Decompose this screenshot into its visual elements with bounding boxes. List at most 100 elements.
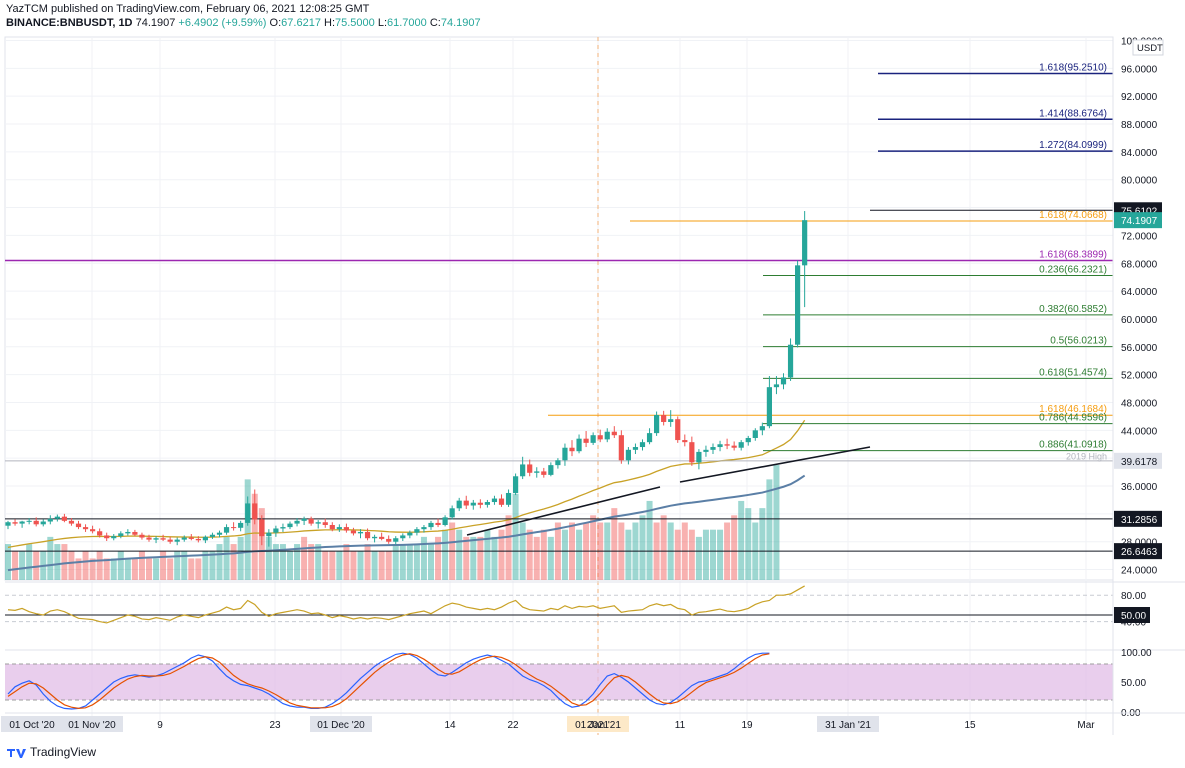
volume-bar	[294, 544, 301, 580]
volume-bar	[371, 551, 378, 580]
volume-bar	[378, 551, 385, 580]
price-badge-label: 26.6463	[1121, 547, 1158, 558]
volume-bar	[702, 529, 709, 580]
candle-body	[597, 435, 603, 440]
volume-bar	[731, 515, 738, 580]
candle-body	[625, 449, 631, 461]
volume-bar	[103, 558, 110, 580]
candle-body	[541, 471, 547, 475]
fib-level-label: 0.618(51.4574)	[1039, 367, 1107, 378]
volume-bar	[674, 529, 681, 580]
candle-body	[266, 532, 272, 537]
candle-body	[555, 460, 561, 466]
rsi-badge	[1114, 607, 1150, 623]
candle-body	[484, 502, 490, 505]
candle-body	[534, 471, 540, 473]
volume-bar	[117, 551, 124, 580]
candle-body	[33, 520, 39, 525]
candle-body	[407, 532, 413, 536]
volume-bar	[639, 515, 646, 580]
candle-body	[646, 433, 653, 443]
volume-bar	[540, 529, 547, 580]
low-label: L:	[377, 17, 388, 29]
time-label-box	[61, 716, 123, 732]
fib-level-label: 0.5(56.0213)	[1050, 336, 1107, 347]
ohlc-header: BINANCE:BNBUSDT, 1D 74.1907 +6.4902 (+9.…	[6, 17, 481, 29]
candle-body	[745, 437, 751, 443]
fib-level-label: 0.236(66.2321)	[1039, 265, 1107, 276]
candle-body	[350, 530, 357, 534]
candle-body	[26, 520, 32, 522]
volume-bar	[773, 465, 780, 580]
candle-body	[47, 518, 53, 522]
volume-bar	[75, 558, 82, 580]
time-label-box	[1, 716, 63, 732]
price-badge	[1114, 510, 1162, 527]
candle-body	[724, 444, 730, 446]
volume-bar	[174, 551, 181, 580]
currency-badge	[1132, 39, 1164, 56]
stoch-k-line	[7, 652, 770, 710]
price-tick-label: 80.0000	[1121, 176, 1158, 187]
footer: TradingView	[6, 745, 96, 759]
volume-bar	[399, 544, 406, 580]
price-badge-label: 39.6178	[1121, 457, 1158, 468]
candle-body	[661, 415, 667, 422]
rsi-line	[7, 585, 805, 624]
price-tick-label: 52.0000	[1121, 371, 1158, 382]
volume-bar	[124, 558, 131, 580]
candle-body	[5, 522, 11, 526]
volume-bar	[26, 544, 33, 580]
volume-bar	[54, 544, 61, 580]
candle-body	[766, 387, 772, 427]
candle-body	[569, 447, 575, 452]
candle-body	[414, 529, 420, 533]
price-tick-label: 60.0000	[1121, 315, 1158, 326]
time-tick-label: 9	[157, 720, 163, 731]
candle-body	[238, 522, 244, 528]
fib-level-label: 1.272(84.0999)	[1039, 140, 1107, 151]
volume-bar	[491, 536, 498, 580]
time-label-box	[817, 716, 879, 732]
candles	[5, 211, 808, 547]
volume-bar	[195, 558, 202, 580]
volume-bar	[738, 500, 745, 580]
candle-body	[132, 531, 138, 535]
volume-bar	[167, 558, 174, 580]
price-badge	[1114, 212, 1162, 229]
volume-bar	[695, 536, 702, 580]
candle-body	[738, 442, 744, 448]
candle-body	[301, 518, 307, 521]
trendline	[466, 486, 661, 536]
volume-bar	[272, 544, 279, 580]
stoch-d-line	[7, 653, 770, 710]
candle-body	[75, 523, 82, 528]
candle-body	[329, 525, 335, 530]
candle-body	[188, 537, 194, 539]
close-value: 74.1907	[440, 17, 481, 29]
candle-body	[209, 534, 216, 537]
high-value: 75.5000	[335, 17, 375, 29]
price-tick-label: 72.0000	[1121, 231, 1158, 242]
candle-body	[223, 527, 230, 533]
candle-body	[19, 521, 25, 524]
stoch-tick-label: 100.00	[1121, 648, 1152, 659]
candle-body	[259, 519, 265, 537]
candle-body	[632, 447, 639, 450]
candle-body	[717, 444, 723, 448]
candle-body	[357, 531, 364, 534]
time-label-box	[310, 716, 372, 732]
candle-body	[520, 464, 526, 477]
volume-bar	[336, 551, 343, 580]
fib-level-label: 0.786(44.9596)	[1039, 413, 1107, 424]
candle-body	[583, 438, 589, 443]
rsi-tick-label: 50.00	[1121, 611, 1146, 622]
volume-bar	[131, 558, 138, 580]
volume-bar	[61, 544, 68, 580]
price-badge-label: 31.2856	[1121, 515, 1158, 526]
volume-bar	[710, 529, 716, 580]
footer-brand: TradingView	[30, 745, 97, 759]
candle-body	[61, 516, 67, 521]
candle-body	[287, 523, 293, 528]
